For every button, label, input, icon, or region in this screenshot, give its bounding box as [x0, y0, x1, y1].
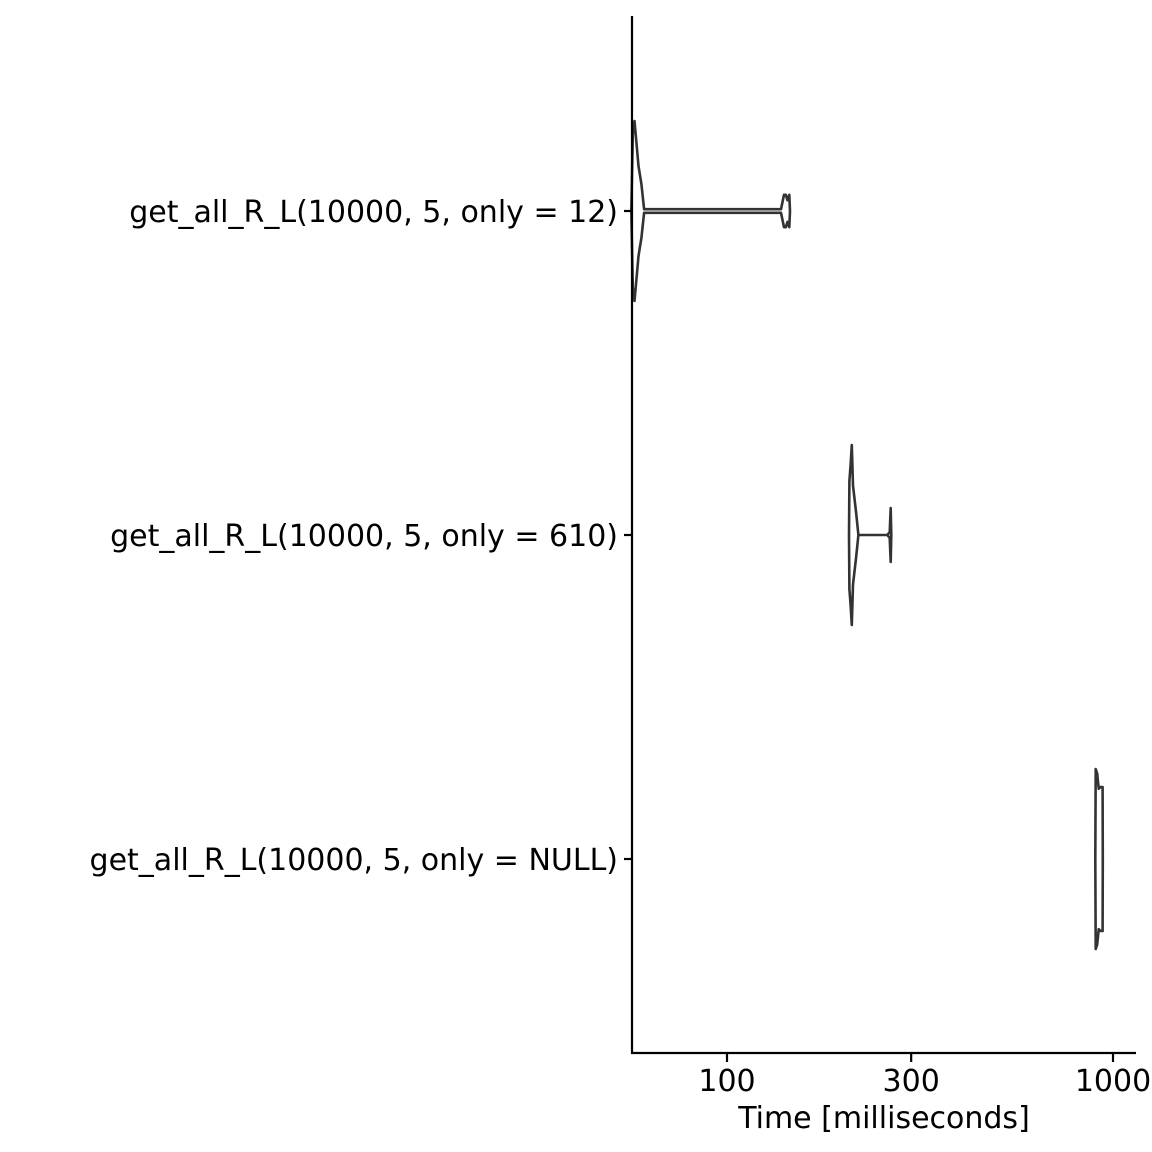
- violin-shape: [847, 443, 893, 627]
- x-tick-label: 1000: [1075, 1064, 1151, 1099]
- x-axis: 100 300 1000: [698, 1053, 1151, 1099]
- y-axis: get_all_R_L(10000, 5, only = 12) get_all_…: [90, 195, 632, 878]
- y-tick-label: get_all_R_L(10000, 5, only = NULL): [90, 843, 618, 878]
- x-axis-title: Time [milliseconds]: [737, 1101, 1030, 1136]
- x-tick-label: 100: [698, 1064, 755, 1099]
- violin-shape: [630, 119, 792, 303]
- x-tick-label: 300: [883, 1064, 940, 1099]
- y-tick-label: get_all_R_L(10000, 5, only = 610): [110, 519, 618, 554]
- violin-layer: [630, 119, 1105, 951]
- y-tick-label: get_all_R_L(10000, 5, only = 12): [129, 195, 618, 230]
- violin-shape: [1094, 767, 1105, 951]
